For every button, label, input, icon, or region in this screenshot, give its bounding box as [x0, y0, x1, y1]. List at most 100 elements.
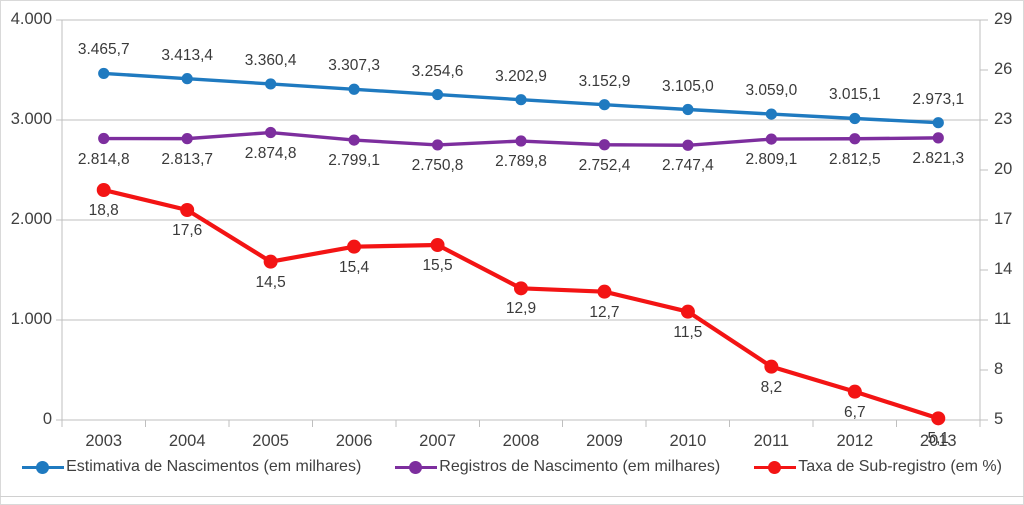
y-axis-left-tick: 2.000	[10, 210, 52, 228]
data-label: 12,7	[589, 303, 620, 321]
data-label: 5,1	[927, 430, 950, 448]
chart-legend: Estimativa de Nascimentos (em milhares) R…	[0, 458, 1024, 476]
data-point	[680, 304, 695, 319]
data-label: 3.254,6	[411, 62, 464, 80]
y-axis-right-tick: 5	[994, 410, 1004, 428]
data-label: 11,5	[673, 323, 703, 341]
data-point	[431, 88, 444, 101]
x-axis-tick-2006: 2006	[335, 432, 373, 450]
data-label: 3.059,0	[745, 82, 798, 100]
y-axis-left-tick: 1.000	[10, 310, 52, 328]
x-axis-tick-2003: 2003	[85, 432, 123, 450]
data-label: 3.202,9	[495, 67, 547, 85]
data-point	[765, 133, 777, 145]
y-axis-right-tick: 8	[994, 360, 1004, 378]
data-label: 3.152,9	[578, 72, 631, 90]
y-axis-right-tick: 11	[994, 310, 1012, 328]
data-point	[931, 411, 946, 426]
data-label: 2.809,1	[745, 151, 798, 169]
legend-marker-icon	[754, 460, 797, 474]
data-point	[431, 139, 444, 151]
data-point	[597, 284, 612, 299]
data-point	[263, 254, 278, 269]
y-axis-left-tick: 3.000	[10, 110, 52, 128]
legend-item-0[interactable]: Estimativa de Nascimentos (em milhares)	[22, 458, 361, 476]
data-label: 2.812,5	[828, 150, 881, 168]
data-point	[180, 203, 195, 217]
data-label: 6,7	[844, 403, 866, 421]
data-label: 3.105,0	[662, 77, 714, 95]
y-axis-right-tick: 20	[994, 160, 1013, 178]
data-point	[932, 132, 944, 144]
data-point	[348, 83, 360, 95]
data-label: 12,9	[505, 300, 537, 318]
legend-label: Estimativa de Nascimentos (em milhares)	[66, 458, 362, 475]
legend-item-1[interactable]: Registros de Nascimento (em milhares)	[395, 458, 720, 476]
data-label: 3.413,4	[161, 46, 214, 64]
data-label: 3.465,7	[77, 41, 130, 59]
data-point	[849, 133, 861, 145]
data-point	[181, 133, 193, 145]
series-lines	[101, 71, 941, 421]
data-point	[514, 281, 528, 296]
legend-item-2[interactable]: Taxa de Sub-registro (em %)	[754, 458, 1002, 476]
data-label: 3.307,3	[328, 57, 380, 75]
y-axis-left-tick: 4.000	[10, 10, 52, 28]
data-label: 15,5	[422, 257, 453, 274]
legend-marker-icon	[395, 460, 438, 474]
data-point	[682, 103, 694, 116]
data-point	[932, 117, 944, 129]
data-label: 2.789,8	[495, 153, 547, 171]
data-point	[598, 99, 611, 111]
tick-marks	[56, 19, 988, 427]
data-point	[181, 73, 193, 85]
x-axis-tick-2008: 2008	[502, 432, 540, 450]
data-point	[515, 135, 527, 147]
x-axis-tick-2013: 2013	[919, 432, 957, 450]
x-axis-tick-2012: 2012	[836, 432, 874, 450]
x-axis-tick-2005: 2005	[252, 432, 289, 450]
data-label: 3.360,4	[244, 51, 297, 69]
gridlines	[62, 19, 980, 421]
data-point	[849, 112, 861, 125]
data-label: 3.015,1	[828, 86, 881, 104]
x-axis-tick-2009: 2009	[586, 432, 623, 450]
data-label: 2.973,1	[912, 90, 965, 108]
bottom-divider	[0, 496, 1024, 497]
data-label: 8,2	[760, 378, 783, 396]
data-label: 2.752,4	[578, 156, 631, 174]
data-point	[764, 359, 779, 374]
data-label: 14,5	[255, 273, 286, 291]
y-axis-right-tick: 29	[994, 10, 1013, 28]
x-axis-tick-2011: 2011	[753, 432, 790, 450]
data-point	[847, 384, 862, 399]
data-point	[347, 239, 362, 254]
y-axis-right-tick: 26	[994, 60, 1013, 78]
legend-label: Taxa de Sub-registro (em %)	[798, 458, 1002, 475]
x-axis-tick-2004: 2004	[168, 432, 206, 450]
y-axis-right-tick: 14	[994, 260, 1013, 278]
y-axis-right-tick: 17	[994, 210, 1013, 228]
y-axis-right-tick: 23	[994, 110, 1013, 128]
data-point	[265, 78, 277, 90]
data-label: 2.813,7	[161, 150, 214, 168]
data-point	[430, 238, 445, 252]
x-axis-tick-2010: 2010	[669, 432, 707, 450]
series-markers	[96, 67, 946, 426]
legend-label: Registros de Nascimento (em milhares)	[439, 458, 721, 475]
data-label: 2.747,4	[662, 157, 714, 175]
data-point	[98, 67, 110, 80]
data-point	[515, 94, 527, 106]
data-point	[98, 132, 110, 145]
y-axis-left-tick: 0	[42, 410, 52, 428]
data-point	[598, 139, 611, 151]
data-label: 18,8	[88, 202, 119, 219]
data-label: 17,6	[172, 222, 203, 239]
data-label: 15,4	[338, 258, 370, 276]
data-label: 2.750,8	[411, 156, 464, 174]
data-point	[265, 126, 277, 139]
data-point	[348, 134, 360, 146]
legend-marker-icon	[22, 460, 65, 474]
